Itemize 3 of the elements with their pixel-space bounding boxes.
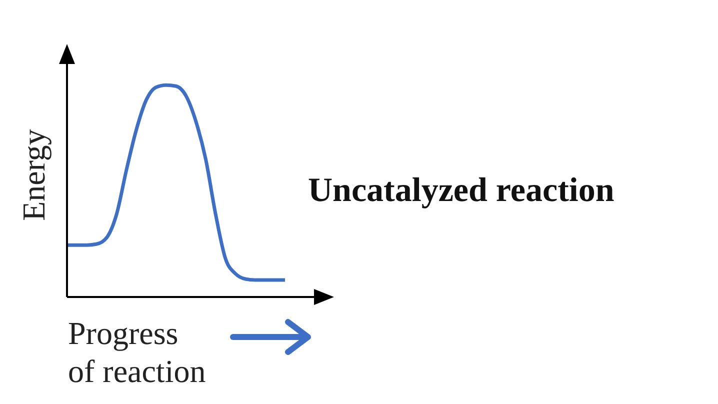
- text: Uncatalyzed reaction: [308, 172, 614, 210]
- x-axis-title: Progress of reaction: [68, 314, 207, 390]
- y-axis-title: Energy: [16, 129, 52, 221]
